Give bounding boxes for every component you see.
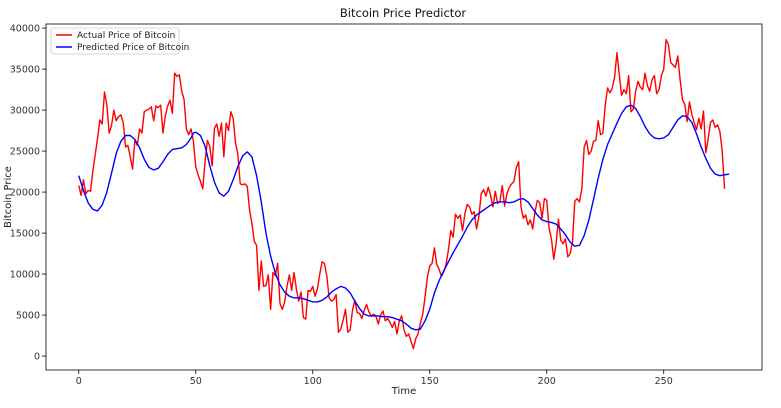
x-tick-label: 100 bbox=[304, 376, 322, 387]
y-tick-label: 30000 bbox=[10, 106, 40, 117]
y-tick-label: 0 bbox=[34, 352, 40, 363]
x-tick-label: 150 bbox=[421, 376, 439, 387]
legend-label-predicted: Predicted Price of Bitcoin bbox=[77, 43, 189, 53]
y-tick-label: 10000 bbox=[10, 270, 40, 281]
x-tick-label: 50 bbox=[190, 376, 202, 387]
x-tick-label: 0 bbox=[76, 376, 82, 387]
y-tick-label: 20000 bbox=[10, 188, 40, 199]
y-tick-label: 40000 bbox=[10, 24, 40, 35]
y-tick-label: 35000 bbox=[10, 65, 40, 76]
y-tick-label: 15000 bbox=[10, 229, 40, 240]
x-axis-label: Time bbox=[391, 386, 416, 397]
x-tick-label: 250 bbox=[655, 376, 673, 387]
y-tick-label: 25000 bbox=[10, 147, 40, 158]
series-lines bbox=[78, 38, 730, 350]
y-axis: 0 5000 10000 15000 20000 25000 30000 35000 40000 bbox=[10, 24, 46, 363]
chart-title: Bitcoin Price Predictor bbox=[340, 6, 466, 20]
y-tick-label: 5000 bbox=[16, 311, 40, 322]
plot-area-frame bbox=[45, 23, 763, 371]
legend-box bbox=[50, 27, 180, 55]
y-axis-label: Bitcoin Price bbox=[3, 166, 14, 228]
legend: Actual Price of Bitcoin Predicted Price … bbox=[50, 27, 189, 55]
x-tick-label: 200 bbox=[538, 376, 556, 387]
actual-price-line bbox=[78, 38, 726, 350]
legend-label-actual: Actual Price of Bitcoin bbox=[77, 31, 175, 41]
predicted-price-line bbox=[78, 104, 730, 331]
x-axis: 0 50 100 150 200 250 bbox=[76, 370, 673, 387]
